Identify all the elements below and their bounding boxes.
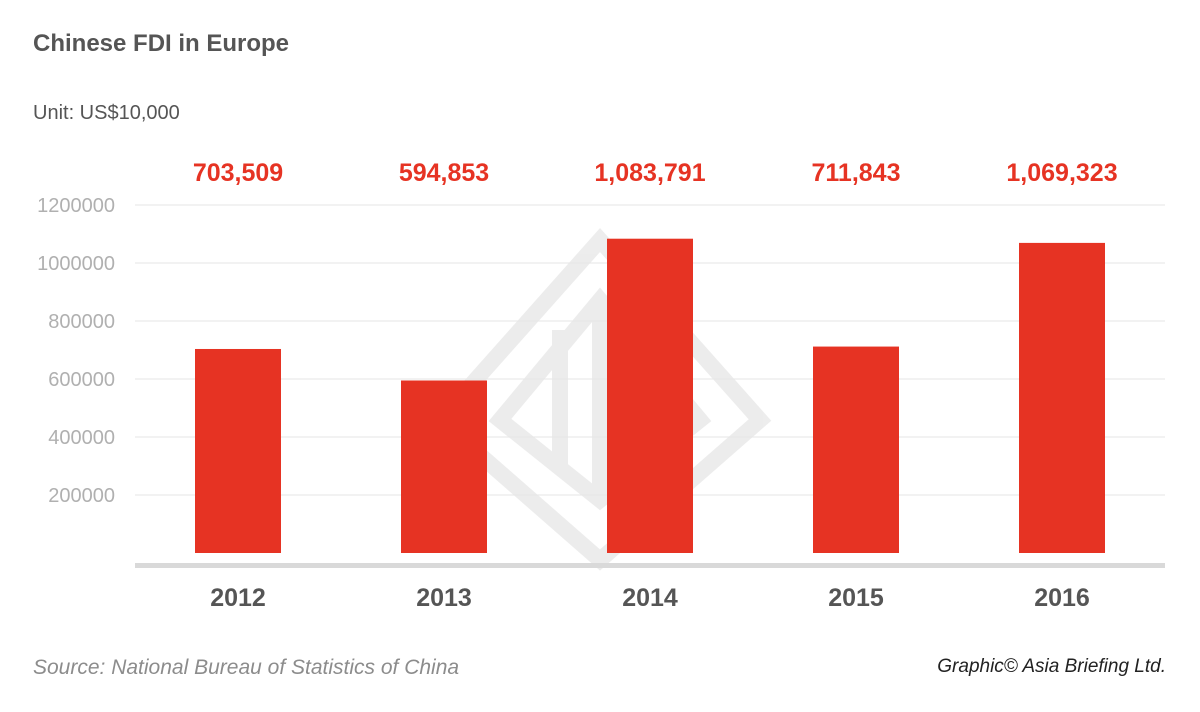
bar	[1019, 242, 1105, 553]
bar-value-label: 703,509	[193, 159, 283, 187]
x-tick-label: 2013	[416, 584, 472, 612]
bar-value-label: 594,853	[399, 159, 489, 187]
y-tick-label: 200000	[48, 485, 115, 507]
x-tick-label: 2014	[622, 584, 678, 612]
y-tick-label: 400000	[48, 427, 115, 449]
bar-value-label: 1,083,791	[594, 159, 705, 187]
unit-label: Unit: US$10,000	[33, 102, 180, 124]
bar	[195, 348, 281, 553]
bar-value-label: 711,843	[812, 159, 901, 187]
bar	[813, 346, 899, 553]
source-note: Source: National Bureau of Statistics of…	[33, 656, 460, 679]
bar	[607, 238, 693, 553]
credit-note: Graphic© Asia Briefing Ltd.	[937, 656, 1166, 677]
x-tick-label: 2015	[828, 584, 884, 612]
y-tick-label: 800000	[48, 311, 115, 333]
y-tick-label: 1200000	[37, 195, 115, 217]
x-tick-label: 2012	[210, 584, 266, 612]
watermark-logo	[428, 227, 772, 571]
x-tick-label: 2016	[1034, 584, 1090, 612]
y-tick-label: 1000000	[37, 253, 115, 275]
bar-value-label: 1,069,323	[1006, 159, 1117, 187]
bar	[401, 380, 487, 553]
chart-title: Chinese FDI in Europe	[33, 30, 290, 57]
x-axis-line	[135, 563, 1165, 568]
y-tick-label: 600000	[48, 369, 115, 391]
